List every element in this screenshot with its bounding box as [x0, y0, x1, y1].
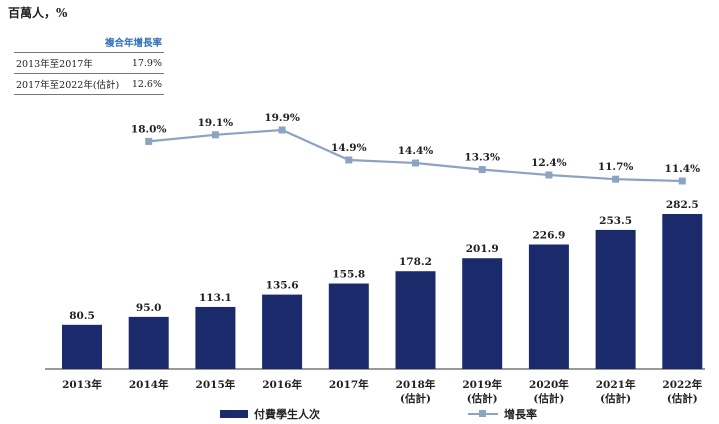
x-tick-label: 2014年 [129, 378, 169, 391]
x-tick-label: 2018年 [396, 378, 436, 391]
bar-label: 201.9 [466, 243, 499, 255]
rate-label: 18.0% [131, 123, 167, 135]
x-tick-label: (估計) [667, 392, 698, 405]
bar-label: 135.6 [266, 280, 299, 292]
growth-marker [678, 177, 686, 185]
cagr-value: 17.9% [127, 52, 164, 74]
x-tick-label: 2019年 [462, 378, 502, 391]
growth-marker [478, 166, 486, 174]
x-tick-label: 2016年 [262, 378, 302, 391]
rate-label: 11.7% [598, 161, 634, 173]
growth-marker [412, 159, 419, 167]
cagr-header: 複合年增長率 [14, 33, 164, 53]
x-tick-label: (估計) [400, 392, 431, 405]
cagr-row: 2017年至2022年(估計) 12.6% [14, 73, 164, 95]
growth-marker [545, 171, 553, 179]
bar-label: 155.8 [332, 269, 365, 281]
cagr-period: 2017年至2022年(估計) [14, 73, 128, 95]
x-tick-label: (估計) [467, 392, 498, 405]
growth-marker [278, 126, 286, 134]
bar [395, 271, 436, 369]
x-tick-label: 2015年 [196, 378, 236, 391]
growth-marker [345, 156, 353, 164]
rate-label: 14.9% [331, 142, 367, 154]
rate-label: 13.3% [464, 152, 500, 164]
x-tick-label: 2020年 [529, 378, 569, 391]
cagr-value: 12.6% [127, 73, 164, 95]
bar [328, 283, 369, 369]
bar [528, 244, 569, 369]
bar [262, 294, 303, 369]
x-tick-label: (估計) [533, 392, 564, 405]
legend-bar: 付費學生人次 [220, 406, 320, 422]
rate-label: 12.4% [531, 157, 567, 169]
bar-label: 282.5 [666, 199, 699, 211]
growth-marker [145, 137, 153, 145]
bar [662, 214, 703, 369]
bar-label: 95.0 [136, 302, 162, 314]
x-tick-label: (估計) [600, 392, 631, 405]
legend-bar-swatch [220, 410, 248, 418]
bar [128, 316, 169, 369]
legend-line: 增長率 [468, 406, 537, 422]
growth-marker [612, 175, 620, 183]
cagr-table: 複合年增長率 2013年至2017年 17.9% 2017年至2022年(估計)… [14, 33, 164, 95]
cagr-period: 2013年至2017年 [14, 52, 128, 74]
bar-label: 113.1 [199, 292, 232, 304]
cagr-row: 2013年至2017年 17.9% [14, 52, 164, 74]
bar [462, 258, 503, 369]
rate-label: 11.4% [665, 163, 701, 175]
rate-label: 19.1% [198, 117, 234, 129]
growth-marker [211, 131, 219, 139]
legend-line-label: 增長率 [504, 408, 537, 421]
bar [195, 306, 236, 369]
x-tick-label: 2021年 [596, 378, 636, 391]
bar-label: 226.9 [532, 230, 565, 242]
x-tick-label: 2017年 [329, 378, 369, 391]
unit-label: 百萬人，% [8, 6, 68, 20]
bar-label: 178.2 [399, 256, 432, 268]
rate-label: 14.4% [398, 145, 434, 157]
bar [62, 324, 102, 369]
bar-label: 253.5 [599, 215, 632, 227]
legend-line-swatch [468, 410, 498, 417]
bar [595, 229, 636, 369]
rate-label: 19.9% [264, 112, 300, 124]
x-tick-label: 2022年 [662, 378, 702, 391]
bar-label: 80.5 [69, 310, 95, 322]
legend-bar-label: 付費學生人次 [254, 408, 320, 421]
x-tick-label: 2013年 [62, 378, 102, 391]
